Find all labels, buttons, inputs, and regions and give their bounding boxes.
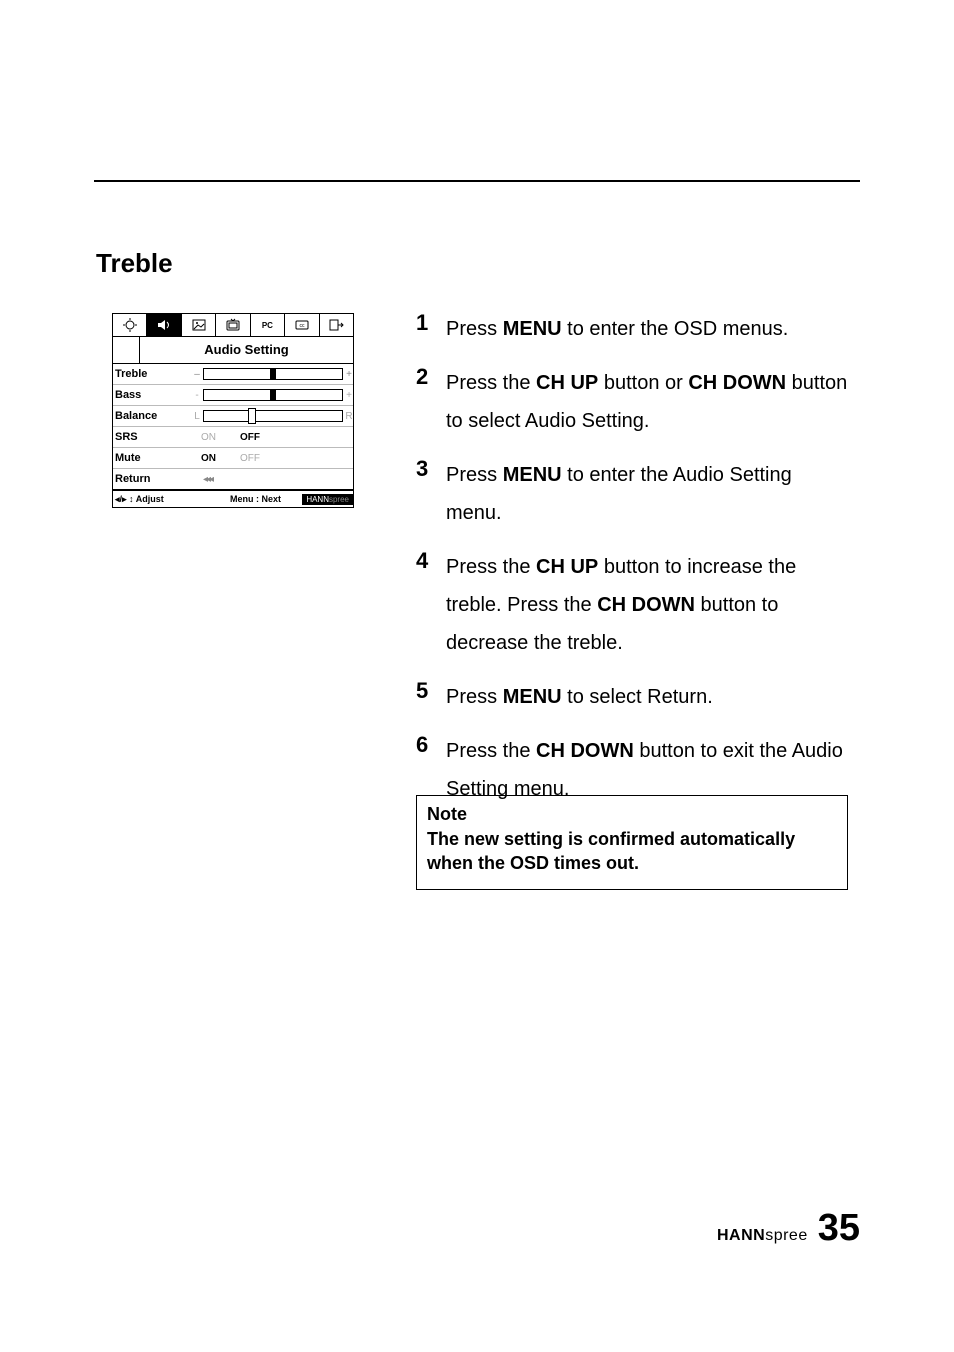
step-bold: MENU [503,318,562,340]
step-bold: CH UP [536,372,598,394]
slider-max-label: + [345,390,353,401]
step-text: Press the CH UP button to increase the t… [446,548,848,662]
caption-icon[interactable]: cc [285,314,319,336]
step-item: 2Press the CH UP button or CH DOWN butto… [416,364,848,440]
osd-title-stub [113,337,140,363]
audio-icon[interactable] [147,314,181,336]
steps-list: 1Press MENU to enter the OSD menus.2Pres… [416,310,848,824]
step-bold: MENU [503,464,562,486]
step-text: Press MENU to select Return. [446,678,848,716]
slider-handle[interactable] [270,389,276,401]
osd-row-label: Return [113,473,193,485]
osd-row-value: –+ [193,368,353,380]
step-item: 4Press the CH UP button to increase the … [416,548,848,662]
toggle-on[interactable]: ON [201,453,216,464]
step-number: 4 [416,548,446,574]
osd-row-value: ◂◂◂ [193,474,353,485]
osd-title-row: Audio Setting [113,337,353,364]
step-item: 5Press MENU to select Return. [416,678,848,716]
osd-row-mute[interactable]: Mute ON OFF [113,448,353,469]
note-text: The new setting is confirmed automatical… [427,827,837,875]
svg-text:cc: cc [299,323,305,329]
slider-handle[interactable] [248,408,256,424]
picture-icon[interactable] [182,314,216,336]
osd-panel: PCcc Audio Setting Treble–+Bass-+Balance… [112,313,354,508]
osd-row-label: Bass [113,389,193,401]
step-item: 1Press MENU to enter the OSD menus. [416,310,848,348]
osd-row-balance[interactable]: BalanceLR [113,406,353,427]
brightness-icon[interactable] [113,314,147,336]
step-number: 5 [416,678,446,704]
page-number: 35 [818,1207,860,1250]
step-bold: CH UP [536,556,598,578]
note-box: Note The new setting is confirmed automa… [416,795,848,890]
footer-brand: HANNspree [717,1227,808,1245]
page: Treble PCcc Audio Setting Treble–+Bass-+… [0,0,954,1352]
osd-row-label: Balance [113,410,193,422]
slider-min-label: - [193,390,201,401]
slider-min-label: L [193,411,201,422]
slider-max-label: + [345,369,353,380]
osd-footer-brand: HANNspree [302,494,353,505]
osd-brand-light: spree [329,495,349,504]
step-number: 6 [416,732,446,758]
section-heading: Treble [96,248,173,279]
osd-row-value: -+ [193,389,353,401]
osd-row-treble[interactable]: Treble–+ [113,364,353,385]
step-number: 3 [416,456,446,482]
step-item: 3Press MENU to enter the Audio Setting m… [416,456,848,532]
osd-row-return[interactable]: Return◂◂◂ [113,469,353,490]
step-number: 2 [416,364,446,390]
slider-max-label: R [345,411,353,422]
footer-brand-bold: HANN [717,1227,765,1244]
osd-row-srs[interactable]: SRS ON OFF [113,427,353,448]
osd-row-value: LR [193,410,353,422]
osd-row-label: Mute [113,452,193,464]
osd-title: Audio Setting [140,337,353,363]
osd-row-label: Treble [113,368,193,380]
footer-brand-light: spree [765,1227,808,1244]
step-bold: CH DOWN [536,740,634,762]
toggle-off[interactable]: OFF [240,453,260,464]
page-footer: HANNspree 35 [717,1207,860,1250]
osd-footer: ◂/▸ ↕ Adjust Menu : Next HANNspree [113,490,353,507]
step-number: 1 [416,310,446,336]
osd-row-label: SRS [113,431,193,443]
osd-footer-menu: Menu : Next [209,494,303,504]
osd-footer-adjust: ◂/▸ ↕ Adjust [113,494,209,505]
step-text: Press MENU to enter the OSD menus. [446,310,848,348]
note-title: Note [427,804,837,825]
osd-row-value: ON OFF [193,432,353,443]
toggle-off[interactable]: OFF [240,432,260,443]
return-arrow-icon: ◂◂◂ [193,474,212,485]
pc-icon[interactable]: PC [251,314,285,336]
slider-track[interactable] [203,368,343,380]
step-bold: CH DOWN [688,372,786,394]
step-text: Press MENU to enter the Audio Setting me… [446,456,848,532]
osd-tabs: PC cc [113,314,353,337]
osd-brand-bold: HANN [306,495,329,504]
slider-track[interactable] [203,389,343,401]
top-divider [94,180,860,182]
toggle-on[interactable]: ON [201,432,216,443]
osd-row-value: ON OFF [193,453,353,464]
osd-row-bass[interactable]: Bass-+ [113,385,353,406]
slider-track[interactable] [203,410,343,422]
slider-min-label: – [193,369,201,380]
step-bold: CH DOWN [597,594,695,616]
exit-icon[interactable] [320,314,353,336]
slider-handle[interactable] [270,368,276,380]
step-text: Press the CH UP button or CH DOWN button… [446,364,848,440]
tv-icon[interactable] [216,314,250,336]
step-bold: MENU [503,686,562,708]
